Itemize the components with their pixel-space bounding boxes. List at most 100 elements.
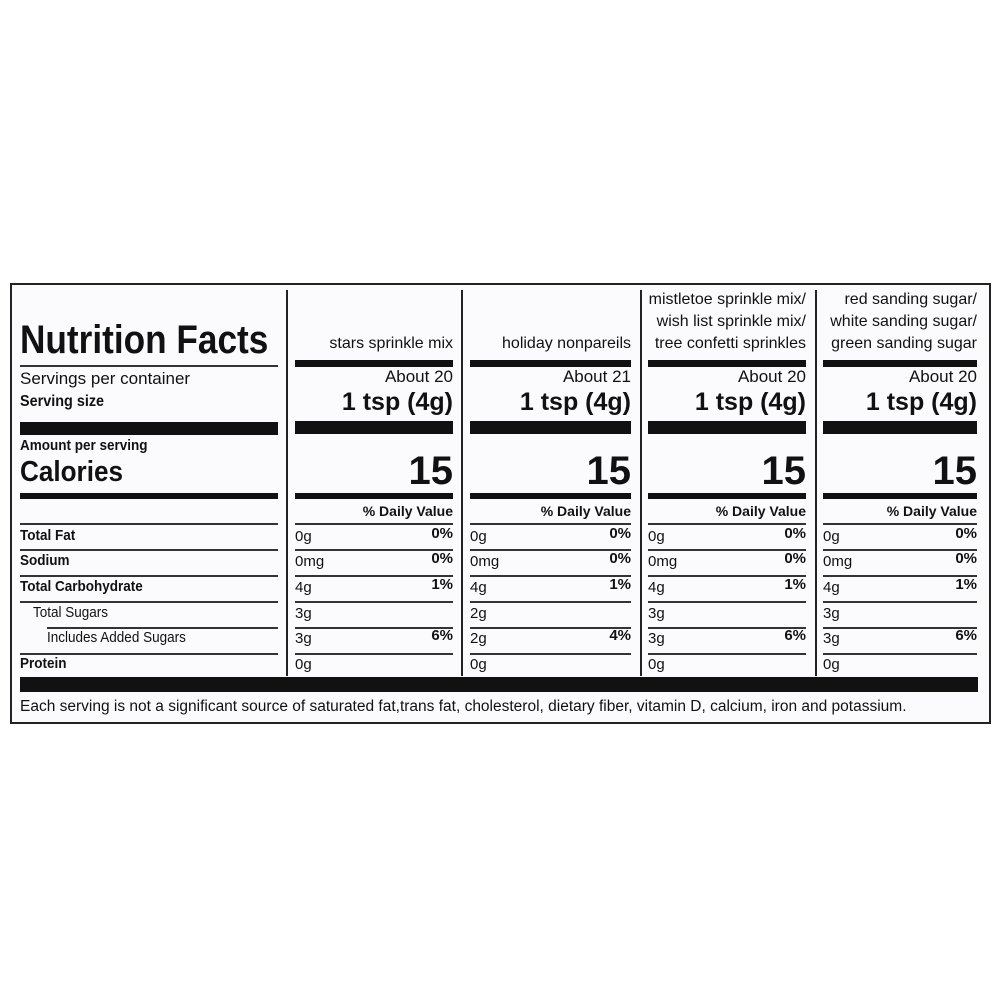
nutrient-label: Protein (20, 655, 67, 672)
serving-size-value: 1 tsp (4g) (865, 388, 977, 416)
nutrient-daily-value: 1% (609, 576, 631, 593)
row-divider (470, 523, 631, 525)
thick-bar (648, 360, 806, 367)
row-divider (20, 601, 278, 603)
column-divider (461, 290, 463, 676)
nutrient-label: Sodium (20, 552, 70, 569)
calories-label: Calories (20, 456, 124, 488)
row-divider (295, 549, 453, 551)
servings-label: Servings per container (20, 369, 191, 388)
row-divider (295, 575, 453, 577)
row-divider (648, 601, 806, 603)
row-divider (648, 575, 806, 577)
thick-bar (648, 421, 806, 434)
nutrient-amount: 0g (470, 656, 487, 673)
nutrient-amount: 2g (470, 605, 487, 622)
thick-bar (295, 493, 453, 499)
row-divider (295, 627, 453, 629)
nutrient-daily-value: 0% (431, 525, 453, 542)
daily-value-header: % Daily Value (362, 503, 453, 519)
nutrient-amount: 4g (648, 579, 665, 596)
row-divider (648, 653, 806, 655)
nutrient-daily-value: 1% (784, 576, 806, 593)
row-divider (20, 549, 278, 551)
row-divider (47, 627, 278, 629)
daily-value-header: % Daily Value (540, 503, 631, 519)
row-divider (20, 523, 278, 525)
nutrient-amount: 0g (470, 528, 487, 545)
product-name: mistletoe sprinkle mix/ (648, 291, 806, 308)
nutrient-amount: 2g (470, 630, 487, 647)
thick-bar (20, 493, 278, 499)
row-divider (648, 549, 806, 551)
thick-bar (470, 493, 631, 499)
servings-value: About 21 (562, 367, 631, 386)
nutrient-amount: 3g (823, 605, 840, 622)
thick-bar (823, 421, 977, 434)
nutrient-amount: 3g (648, 630, 665, 647)
nutrient-amount: 3g (295, 605, 312, 622)
product-name: red sanding sugar/ (844, 291, 977, 308)
nutrient-daily-value: 0% (609, 525, 631, 542)
nutrient-daily-value: 6% (784, 627, 806, 644)
nutrient-amount: 0mg (823, 553, 853, 570)
serving-size-value: 1 tsp (4g) (694, 388, 806, 416)
product-name: green sanding sugar (831, 335, 977, 352)
nutrient-amount: 4g (470, 579, 487, 596)
product-name: holiday nonpareils (502, 335, 631, 352)
column-divider (640, 290, 642, 676)
nutrient-daily-value: 1% (955, 576, 977, 593)
thick-bar (470, 360, 631, 367)
servings-value: About 20 (908, 367, 977, 386)
row-divider (823, 653, 977, 655)
row-divider (823, 523, 977, 525)
column-divider (286, 290, 288, 676)
row-divider (295, 653, 453, 655)
nutrition-facts-title: Nutrition Facts (20, 318, 269, 362)
row-divider (648, 523, 806, 525)
nutrient-daily-value: 0% (431, 550, 453, 567)
serving-size-value: 1 tsp (4g) (519, 388, 631, 416)
row-divider (823, 575, 977, 577)
thick-bar (648, 493, 806, 499)
row-divider (470, 601, 631, 603)
nutrient-daily-value: 0% (955, 525, 977, 542)
thick-bar (823, 360, 977, 367)
row-divider (20, 575, 278, 577)
nutrient-amount: 4g (823, 579, 840, 596)
row-divider (823, 601, 977, 603)
row-divider (470, 627, 631, 629)
calories-value: 15 (932, 449, 978, 493)
nutrient-daily-value: 4% (609, 627, 631, 644)
row-divider (470, 575, 631, 577)
amount-per-serving-label: Amount per serving (20, 437, 148, 454)
row-divider (295, 601, 453, 603)
nutrient-amount: 3g (823, 630, 840, 647)
calories-value: 15 (761, 449, 807, 493)
nutrient-amount: 3g (648, 605, 665, 622)
product-name: white sanding sugar/ (830, 313, 977, 330)
row-divider (823, 549, 977, 551)
servings-value: About 20 (737, 367, 806, 386)
nutrient-daily-value: 6% (431, 627, 453, 644)
serving-size-label: Serving size (20, 393, 105, 410)
nutrient-amount: 0g (648, 528, 665, 545)
nutrient-daily-value: 0% (784, 525, 806, 542)
row-divider (470, 549, 631, 551)
row-divider (823, 627, 977, 629)
serving-size-value: 1 tsp (4g) (341, 388, 453, 416)
row-divider (20, 653, 278, 655)
nutrient-amount: 0g (823, 528, 840, 545)
nutrient-amount: 0g (295, 528, 312, 545)
nutrient-daily-value: 0% (955, 550, 977, 567)
servings-value: About 20 (384, 367, 453, 386)
column-divider (815, 290, 817, 676)
nutrient-label: Total Carbohydrate (20, 578, 143, 595)
thick-bar (295, 421, 453, 434)
nutrient-amount: 4g (295, 579, 312, 596)
nutrient-daily-value: 0% (609, 550, 631, 567)
thick-bar (470, 421, 631, 434)
calories-value: 15 (586, 449, 632, 493)
nutrition-facts-panel (10, 283, 991, 724)
nutrient-daily-value: 0% (784, 550, 806, 567)
